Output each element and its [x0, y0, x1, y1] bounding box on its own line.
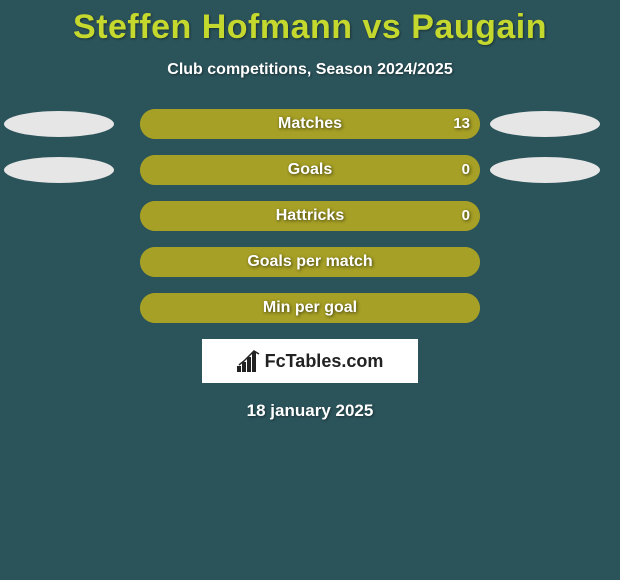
stat-row: Matches13 [0, 109, 620, 139]
bar-track [140, 201, 480, 231]
right-ellipse [490, 111, 600, 137]
stat-row: Min per goal [0, 293, 620, 323]
bar-track [140, 247, 480, 277]
left-ellipse [4, 111, 114, 137]
bar-track [140, 155, 480, 185]
fctables-logo-icon [237, 350, 261, 372]
bar-fill [140, 109, 480, 139]
stat-row: Hattricks0 [0, 201, 620, 231]
bar-fill [140, 155, 480, 185]
date-label: 18 january 2025 [0, 401, 620, 421]
bar-track [140, 109, 480, 139]
bar-fill [140, 293, 480, 323]
page-subtitle: Club competitions, Season 2024/2025 [0, 61, 620, 79]
stat-row: Goals per match [0, 247, 620, 277]
chart-area: Matches13 Goals0 Hattricks0 Goals per match… [0, 109, 620, 323]
page-title: Steffen Hofmann vs Paugain [0, 0, 620, 47]
left-ellipse [4, 157, 114, 183]
stat-row: Goals0 [0, 155, 620, 185]
logo-text: FcTables.com [265, 351, 384, 372]
right-ellipse [490, 157, 600, 183]
logo-box: FcTables.com [202, 339, 418, 383]
bar-track [140, 293, 480, 323]
bar-fill [140, 247, 480, 277]
bar-fill [140, 201, 480, 231]
